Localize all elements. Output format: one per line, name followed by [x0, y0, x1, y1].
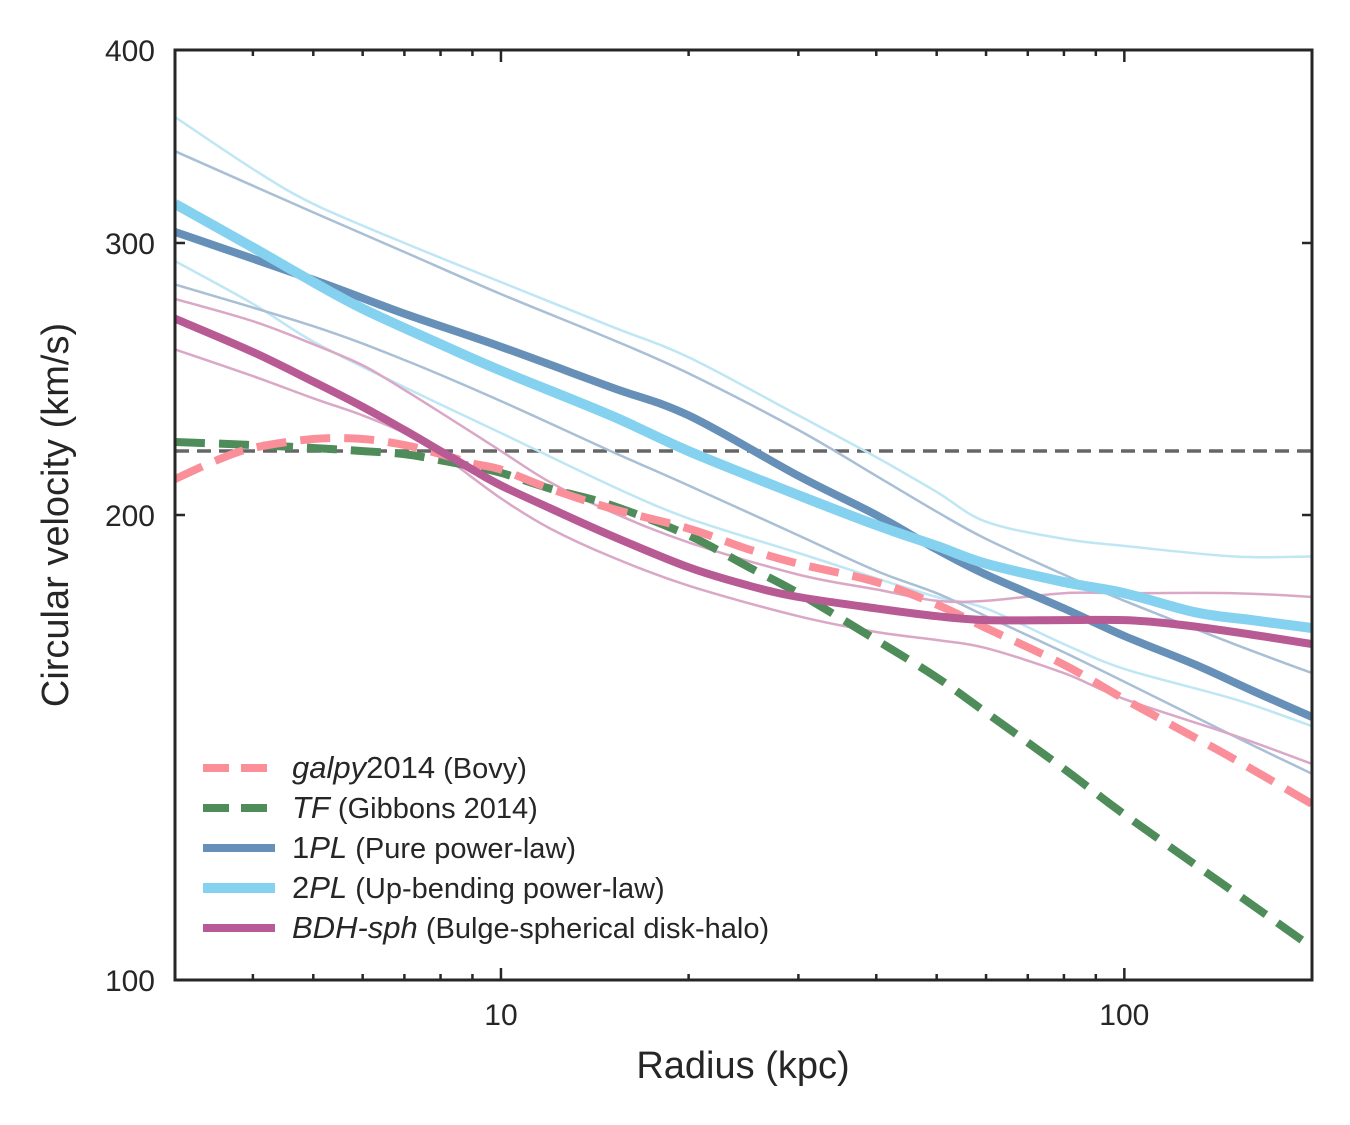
series-line-light-cyan-upper — [175, 115, 1312, 559]
y-tick-label: 200 — [105, 500, 155, 533]
legend-label: BDH-sph (Bulge-spherical disk-halo) — [292, 910, 769, 945]
y-tick-label: 100 — [105, 965, 155, 998]
x-axis-label: Radius (kpc) — [636, 1045, 849, 1087]
tick-layer: 10 100 100 200 300 400 — [105, 35, 1312, 1032]
series-line-tf — [175, 438, 1312, 951]
legend-entry-tf: TF (Gibbons 2014) — [203, 790, 538, 825]
legend: galpy2014 (Bovy) TF (Gibbons 2014) 1PL (Pu… — [203, 750, 769, 945]
series-layer — [175, 115, 1312, 951]
legend-entry-galpy2014: galpy2014 (Bovy) — [203, 750, 527, 785]
series-line-light-pink-lower — [175, 348, 1312, 766]
legend-label: TF (Gibbons 2014) — [292, 790, 538, 825]
series-line-galpy2014 — [175, 434, 1312, 808]
series-line-light-blue-lower — [175, 283, 1312, 775]
x-tick-label: 10 — [484, 999, 517, 1032]
series-line-light-pink-upper — [175, 297, 1312, 604]
legend-entry-bdh-sph: BDH-sph (Bulge-spherical disk-halo) — [203, 910, 769, 945]
legend-label: galpy2014 (Bovy) — [292, 750, 527, 785]
y-tick-label: 400 — [105, 35, 155, 68]
legend-label: 2PL (Up-bending power-law) — [292, 870, 665, 905]
legend-entry-2pl: 2PL (Up-bending power-law) — [203, 870, 665, 905]
y-axis-label: Circular velocity (km/s) — [35, 323, 77, 707]
y-tick-label: 300 — [105, 228, 155, 261]
legend-label: 1PL (Pure power-law) — [292, 830, 576, 865]
series-line-light-blue-upper — [175, 150, 1312, 675]
series-line-bdh-sph — [175, 315, 1312, 649]
series-line-1pl — [175, 228, 1312, 721]
legend-entry-1pl: 1PL (Pure power-law) — [203, 830, 576, 865]
x-tick-label: 100 — [1099, 999, 1149, 1032]
series-line-2pl — [175, 199, 1312, 633]
